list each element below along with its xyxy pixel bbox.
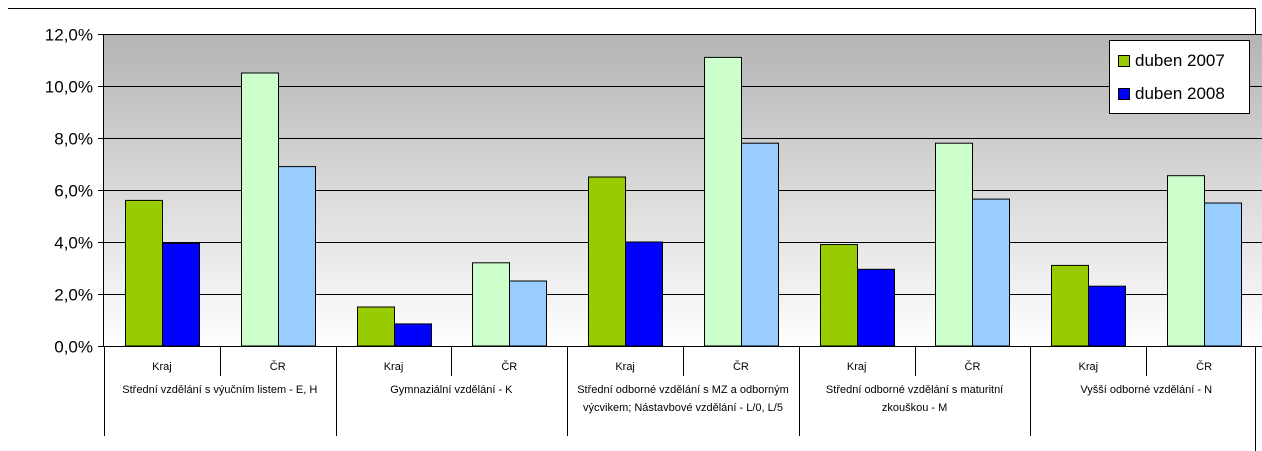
x-subcategory-label: Kraj — [847, 361, 867, 373]
x-group-label: Střední vzdělání s výučním listem - E, H — [122, 384, 318, 396]
x-subcategory-label: ČR — [270, 360, 286, 373]
bar — [357, 306, 395, 347]
legend-swatch-2008 — [1118, 88, 1130, 100]
bar — [241, 72, 279, 347]
x-subcategory-label: ČR — [501, 360, 517, 373]
x-subcategory-label: Kraj — [384, 361, 404, 373]
bar — [394, 323, 432, 347]
x-group-label: Střední odborné vzdělání s maturitní zko… — [825, 384, 1004, 414]
y-tick-label: 10,0% — [45, 78, 93, 97]
x-group-label: Střední odborné vzdělání s MZ a odborným… — [577, 384, 789, 414]
bar — [162, 242, 200, 347]
bar — [1051, 264, 1089, 347]
legend-swatch-2007 — [1118, 55, 1130, 67]
bar — [704, 56, 742, 347]
bar — [625, 241, 663, 347]
x-group-label: Gymnaziální vzdělání - K — [390, 384, 513, 396]
x-subcategory-label: ČR — [1196, 360, 1212, 373]
bar — [509, 280, 547, 347]
x-subcategory-label: Kraj — [615, 361, 635, 373]
y-tick-label: 0,0% — [54, 338, 93, 357]
x-group-label: Vyšší odborné vzdělání - N — [1080, 384, 1213, 396]
legend-label-2008: duben 2008 — [1135, 84, 1225, 103]
legend-label-2007: duben 2007 — [1135, 51, 1225, 70]
bar — [935, 142, 973, 347]
legend-item-2008: duben 2008 — [1118, 84, 1225, 104]
bar — [972, 198, 1010, 347]
bar — [820, 244, 858, 347]
y-tick-label: 4,0% — [54, 234, 93, 253]
bar — [741, 142, 779, 347]
bar — [278, 166, 316, 347]
bar — [1204, 202, 1242, 347]
y-tick-label: 6,0% — [54, 182, 93, 201]
bar — [472, 262, 510, 347]
x-subcategory-label: Kraj — [1079, 361, 1099, 373]
bar — [857, 268, 895, 347]
y-tick-label: 2,0% — [54, 286, 93, 305]
bar — [1088, 285, 1126, 347]
y-tick-label: 12,0% — [45, 26, 93, 45]
y-tick-label: 8,0% — [54, 130, 93, 149]
bar — [588, 176, 626, 347]
bar — [1167, 175, 1205, 347]
x-subcategory-label: Kraj — [152, 361, 172, 373]
legend: duben 2007 duben 2008 — [1109, 40, 1250, 114]
legend-item-2007: duben 2007 — [1118, 51, 1225, 71]
x-subcategory-label: ČR — [733, 360, 749, 373]
x-subcategory-label: ČR — [965, 360, 981, 373]
bar — [125, 199, 163, 347]
